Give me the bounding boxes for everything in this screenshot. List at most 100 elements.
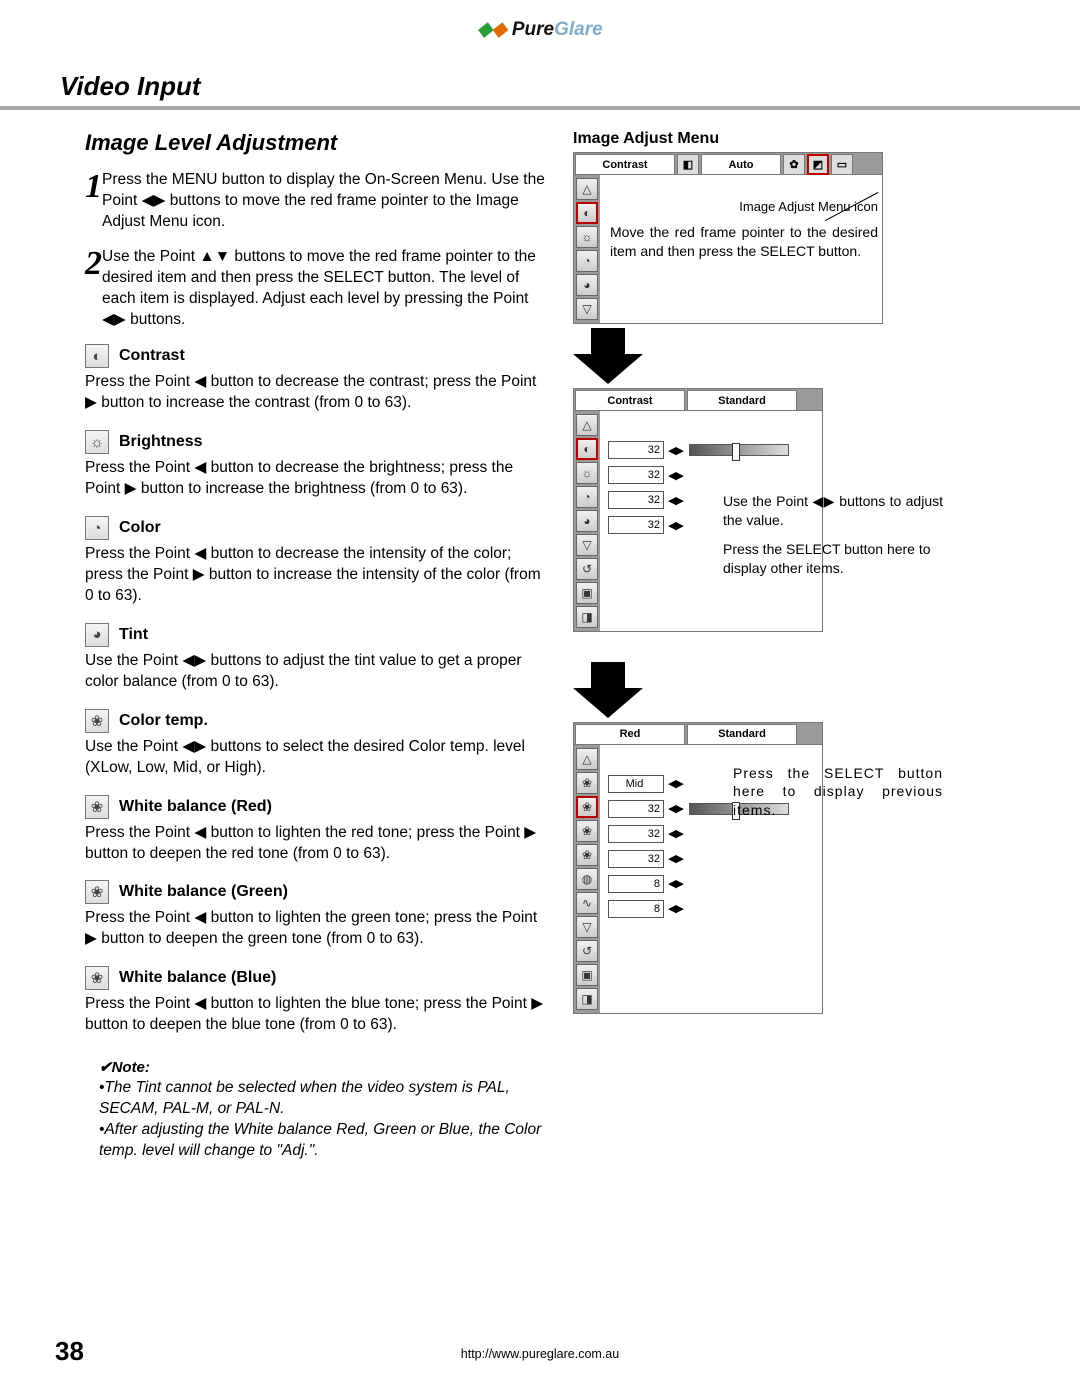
wb-green-row-icon: ❀ xyxy=(576,820,598,842)
value-box: 32 xyxy=(608,441,664,459)
contrast-row-icon: ◐ xyxy=(576,438,598,460)
panel-1-icon-column: △ ◐ ☼ ◔ ◕ ▽ xyxy=(574,175,600,323)
value-box: 32 xyxy=(608,516,664,534)
value-box: Mid xyxy=(608,775,664,793)
lr-arrows-icon: ◀▶ xyxy=(668,827,683,840)
section-title: Video Input xyxy=(0,41,1080,106)
item-color: ◔ Color Press the Point ◀ button to decr… xyxy=(85,516,545,607)
footer-url: http://www.pureglare.com.au xyxy=(0,1347,1080,1361)
item-title: White balance (Blue) xyxy=(119,969,276,987)
item-body: Press the Point ◀ button to lighten the … xyxy=(85,823,545,865)
panel-3-label: Red xyxy=(575,724,685,745)
panel-2-hint-2: Press the SELECT button here to display … xyxy=(723,540,943,578)
item-title: Brightness xyxy=(119,433,203,451)
down-arrow-icon: ▽ xyxy=(576,534,598,556)
item-wb-red: ❀ White balance (Red) Press the Point ◀ … xyxy=(85,795,545,865)
lr-arrows-icon: ◀▶ xyxy=(668,852,683,865)
value-box: 32 xyxy=(608,800,664,818)
image-adjust-menu-icon: ◩ xyxy=(807,154,829,175)
item-color-temp: ❀ Color temp. Use the Point ◀▶ buttons t… xyxy=(85,709,545,779)
lr-arrows-icon: ◀▶ xyxy=(668,444,683,457)
brightness-row-icon: ☼ xyxy=(576,226,598,248)
panel-1: Contrast ◧ Auto ✿ ◩ ▭ △ ◐ ☼ ◔ ◕ ▽ xyxy=(573,152,883,324)
lr-arrows-icon: ◀▶ xyxy=(668,902,683,915)
value-row: 8 ◀▶ xyxy=(608,897,789,921)
tint-row-icon: ◕ xyxy=(576,274,598,296)
value-box: 8 xyxy=(608,875,664,893)
subtitle: Image Level Adjustment xyxy=(85,130,545,156)
brand-logo: ◆◆ PureGlare xyxy=(0,0,1080,41)
step-1: 1 Press the MENU button to display the O… xyxy=(85,170,545,233)
wb-blue-row-icon: ❀ xyxy=(576,844,598,866)
down-arrow-graphic xyxy=(573,328,643,384)
item-body: Press the Point ◀ button to decrease the… xyxy=(85,544,545,607)
item-body: Press the Point ◀ button to decrease the… xyxy=(85,372,545,414)
brightness-row-icon: ☼ xyxy=(576,462,598,484)
down-arrow-icon: ▽ xyxy=(576,298,598,320)
panel-2-hint-1: Use the Point ◀▶ buttons to adjust the v… xyxy=(723,492,943,530)
quit-icon: ◨ xyxy=(576,606,598,628)
item-title: White balance (Green) xyxy=(119,883,288,901)
menu-bar-icon: ◧ xyxy=(677,154,699,175)
value-box: 32 xyxy=(608,466,664,484)
item-body: Use the Point ◀▶ buttons to select the d… xyxy=(85,737,545,779)
value-slider xyxy=(689,444,789,456)
item-title: Color xyxy=(119,519,161,537)
reset-icon: ↺ xyxy=(576,940,598,962)
item-body: Press the Point ◀ button to decrease the… xyxy=(85,458,545,500)
lr-arrows-icon: ◀▶ xyxy=(668,494,683,507)
item-title: White balance (Red) xyxy=(119,798,272,816)
gamma-row-icon: ∿ xyxy=(576,892,598,914)
color-row-icon: ◔ xyxy=(576,250,598,272)
value-row: 8 ◀▶ xyxy=(608,872,789,896)
up-arrow-icon: △ xyxy=(576,748,598,770)
lr-arrows-icon: ◀▶ xyxy=(668,877,683,890)
item-body: Press the Point ◀ button to lighten the … xyxy=(85,994,545,1036)
item-body: Use the Point ◀▶ buttons to adjust the t… xyxy=(85,651,545,693)
contrast-icon: ◐ xyxy=(85,344,109,368)
item-body: Press the Point ◀ button to lighten the … xyxy=(85,908,545,950)
item-title: Tint xyxy=(119,626,148,644)
value-row: 32 ◀▶ xyxy=(608,847,789,871)
reset-icon: ↺ xyxy=(576,558,598,580)
wb-red-icon: ❀ xyxy=(85,795,109,819)
down-arrow-icon: ▽ xyxy=(576,916,598,938)
item-wb-green: ❀ White balance (Green) Press the Point … xyxy=(85,880,545,950)
step-text: Use the Point ▲▼ buttons to move the red… xyxy=(102,247,545,331)
brightness-icon: ☼ xyxy=(85,430,109,454)
lr-arrows-icon: ◀▶ xyxy=(668,519,683,532)
lr-arrows-icon: ◀▶ xyxy=(668,777,683,790)
menu-bar-mode: Auto xyxy=(701,154,781,175)
item-brightness: ☼ Brightness Press the Point ◀ button to… xyxy=(85,430,545,500)
step-number: 2 xyxy=(85,247,102,331)
item-wb-blue: ❀ White balance (Blue) Press the Point ◀… xyxy=(85,966,545,1036)
color-temp-row-icon: ❀ xyxy=(576,772,598,794)
panel-1-hint: Move the red frame pointer to the desire… xyxy=(610,223,878,261)
menu-bar-icon: ▭ xyxy=(831,154,853,175)
up-arrow-icon: △ xyxy=(576,414,598,436)
color-temp-icon: ❀ xyxy=(85,709,109,733)
value-box: 32 xyxy=(608,850,664,868)
note-line-2: •After adjusting the White balance Red, … xyxy=(99,1120,545,1162)
color-row-icon: ◔ xyxy=(576,486,598,508)
tint-icon: ◕ xyxy=(85,623,109,647)
wb-blue-icon: ❀ xyxy=(85,966,109,990)
note-heading: ✔Note: xyxy=(99,1058,545,1076)
up-arrow-icon: △ xyxy=(576,178,598,200)
panel-3-icon-column: △ ❀ ❀ ❀ ❀ ◍ ∿ ▽ ↺ ▣ ◨ xyxy=(574,745,600,1013)
wb-red-row-icon: ❀ xyxy=(576,796,598,818)
value-box: 32 xyxy=(608,491,664,509)
panel-3-mode: Standard xyxy=(687,724,797,745)
step-number: 1 xyxy=(85,170,102,233)
store-icon: ▣ xyxy=(576,582,598,604)
wb-green-icon: ❀ xyxy=(85,880,109,904)
sharpness-row-icon: ◍ xyxy=(576,868,598,890)
value-row: 32 ◀▶ xyxy=(608,822,789,846)
lr-arrows-icon: ◀▶ xyxy=(668,802,683,815)
tint-row-icon: ◕ xyxy=(576,510,598,532)
item-contrast: ◐ Contrast Press the Point ◀ button to d… xyxy=(85,344,545,414)
note-line-1: •The Tint cannot be selected when the vi… xyxy=(99,1078,545,1120)
item-tint: ◕ Tint Use the Point ◀▶ buttons to adjus… xyxy=(85,623,545,693)
down-arrow-graphic xyxy=(573,662,643,718)
value-box: 32 xyxy=(608,825,664,843)
